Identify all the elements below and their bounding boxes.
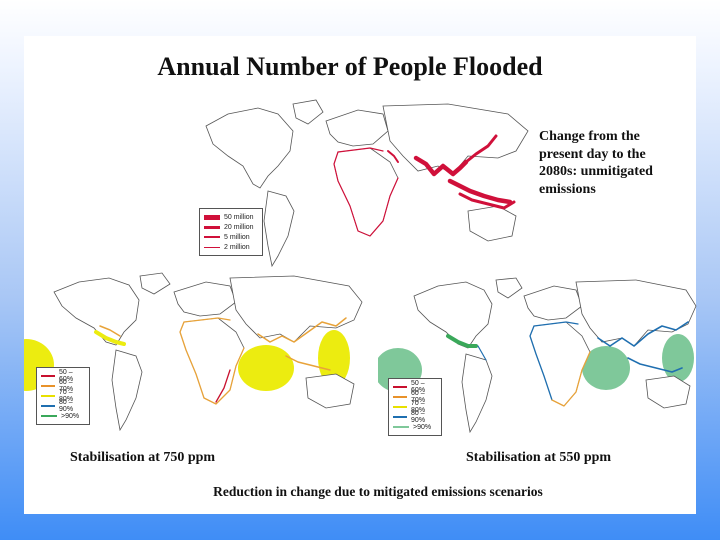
- west-pacific-yellow-region: [318, 330, 350, 386]
- slide-title: Annual Number of People Flooded: [157, 52, 543, 81]
- south-america: [111, 349, 143, 432]
- legend-item: 5 million: [204, 232, 258, 242]
- asia-orange-coast: [257, 317, 347, 343]
- caption-550ppm: Stabilisation at 550 ppm: [466, 450, 612, 465]
- legend-item: 50 – 60%: [41, 369, 85, 383]
- south-america-blue-coast: [477, 345, 487, 361]
- legend-label: >90%: [413, 423, 432, 431]
- legend-item: 80 – 90%: [41, 399, 85, 413]
- legend-item: 50 million: [204, 212, 258, 222]
- legend-label: 20 million: [224, 223, 254, 231]
- indian-ocean-green-region: [582, 346, 630, 390]
- legend-swatch: [204, 225, 220, 229]
- legend-swatch: [393, 426, 409, 428]
- europe: [523, 285, 583, 321]
- indian-ocean-yellow-region: [238, 345, 294, 391]
- africa-orange-coast: [551, 351, 591, 407]
- greenland: [292, 99, 324, 125]
- legend-item: 2 million: [204, 242, 258, 252]
- africa-orange-coast: [179, 321, 245, 405]
- legend-item: 50 – 60%: [393, 380, 437, 394]
- legend-item: >90%: [41, 411, 85, 421]
- australia: [467, 205, 517, 242]
- top-world-map: [205, 99, 529, 268]
- greenland: [495, 277, 523, 299]
- legend-label: 60 – 70%: [59, 379, 74, 393]
- med-blue-coast: [533, 321, 579, 327]
- legend-swatch: [41, 405, 56, 407]
- europe: [173, 281, 237, 317]
- africa-coast-flood: [333, 151, 399, 237]
- east-africa-red-coast: [215, 369, 231, 403]
- legend-label: 70 – 80%: [411, 400, 426, 414]
- legend-550ppm: 50 – 60% 60 – 70% 70 – 80% 80 – 90% >90%: [388, 378, 442, 436]
- legend-label: 5 million: [224, 233, 250, 241]
- caribbean-orange-coast: [99, 325, 121, 337]
- africa: [179, 317, 245, 405]
- legend-label: 80 – 90%: [59, 399, 74, 413]
- north-america: [53, 277, 140, 346]
- legend-swatch: [41, 385, 56, 387]
- south-asia-flood: [413, 155, 469, 177]
- north-america: [205, 107, 294, 189]
- med-coast-flood: [337, 147, 384, 153]
- legend-swatch: [204, 214, 220, 220]
- legend-top: 50 million 20 million 5 million 2 millio…: [199, 208, 263, 256]
- legend-item: 60 – 70%: [41, 379, 85, 393]
- caribbean-green-coast: [446, 334, 478, 348]
- asia-blue-coast: [597, 321, 689, 347]
- south-america: [263, 190, 295, 268]
- legend-swatch: [41, 395, 56, 397]
- indonesia-orange-coast: [285, 355, 331, 371]
- southeast-asia-flood: [447, 178, 513, 205]
- legend-label: 70 – 80%: [59, 389, 74, 403]
- legend-swatch: [204, 236, 220, 238]
- legend-swatch: [393, 406, 408, 408]
- legend-swatch: [393, 416, 408, 418]
- legend-item: 70 – 80%: [393, 400, 437, 414]
- africa-blue-coast: [529, 325, 553, 401]
- australia: [645, 375, 691, 409]
- legend-label: 2 million: [224, 243, 250, 251]
- europe: [325, 109, 389, 147]
- map-750ppm: [24, 272, 363, 432]
- legend-swatch: [41, 375, 56, 377]
- asia: [382, 103, 529, 175]
- legend-swatch: [41, 415, 57, 417]
- legend-label: 80 – 90%: [411, 410, 426, 424]
- legend-750ppm: 50 – 60% 60 – 70% 70 – 80% 80 – 90% >90%: [36, 367, 90, 425]
- east-asia-flood: [464, 134, 498, 164]
- legend-item: 20 million: [204, 222, 258, 232]
- legend-label: 50 million: [224, 213, 254, 221]
- indonesia-flood: [458, 192, 516, 210]
- caption-750ppm: Stabilisation at 750 ppm: [70, 450, 216, 465]
- asia: [575, 279, 697, 347]
- legend-item: >90%: [393, 422, 437, 432]
- legend-item: 60 – 70%: [393, 390, 437, 404]
- med-orange-coast: [183, 317, 231, 323]
- legend-swatch: [393, 386, 408, 388]
- legend-label: 50 – 60%: [411, 380, 426, 394]
- egypt-flood: [387, 150, 399, 163]
- indonesia-blue-coast: [627, 357, 683, 373]
- top-map-description: Change from the present day to the 2080s…: [539, 129, 653, 197]
- legend-label: 50 – 60%: [59, 369, 74, 383]
- legend-item: 70 – 80%: [41, 389, 85, 403]
- asia: [229, 275, 363, 343]
- legend-swatch: [204, 246, 220, 248]
- north-america: [413, 281, 493, 349]
- legend-label: >90%: [61, 412, 80, 420]
- south-america: [461, 353, 493, 434]
- greenland: [139, 272, 171, 295]
- australia: [305, 373, 355, 409]
- legend-label: 60 – 70%: [411, 390, 426, 404]
- legend-swatch: [393, 396, 408, 398]
- west-pacific-green-region: [662, 334, 694, 382]
- bottom-caption: Reduction in change due to mitigated emi…: [213, 484, 543, 499]
- legend-item: 80 – 90%: [393, 410, 437, 424]
- caribbean-yellow-coast: [94, 330, 126, 346]
